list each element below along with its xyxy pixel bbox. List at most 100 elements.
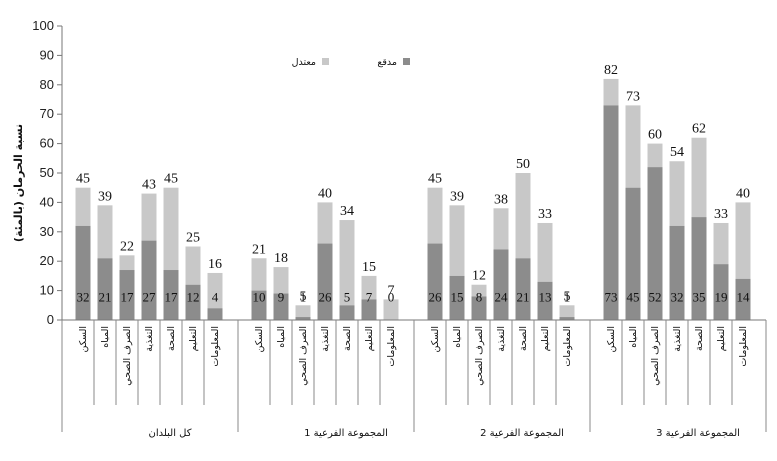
legend-swatch-moderate — [322, 58, 329, 65]
category-label: الصحة — [694, 326, 705, 351]
bar-severe — [185, 284, 201, 320]
data-label-severe: 9 — [278, 290, 285, 305]
category-label: الصرف الصحي — [122, 326, 133, 386]
bar-moderate — [493, 208, 509, 250]
bar-severe — [295, 317, 311, 320]
category-label: المياه — [452, 326, 463, 348]
y-tick-label: 40 — [40, 194, 54, 209]
data-label-severe: 24 — [495, 290, 509, 305]
data-label-severe: 7 — [366, 290, 373, 305]
data-label-total: 39 — [98, 189, 112, 204]
data-label-severe: 32 — [671, 290, 684, 305]
y-axis: 0 10 20 30 40 50 60 70 80 90 100 — [32, 18, 63, 327]
bar-moderate — [449, 205, 465, 276]
data-label-severe: 1 — [300, 290, 307, 305]
bar-moderate — [559, 305, 575, 318]
data-label-severe: 1 — [564, 290, 571, 305]
data-label-total: 60 — [648, 128, 662, 143]
data-label-severe: 4 — [212, 290, 219, 305]
group-label: المجموعة الفرعية 2 — [480, 428, 564, 439]
data-label-severe: 21 — [517, 290, 530, 305]
bar-moderate — [713, 222, 729, 265]
x-axis: السكن المياه الصرف الصحي التغذية الصحة التعلي… — [61, 319, 767, 439]
bar-severe — [207, 308, 223, 320]
data-label-severe: 14 — [737, 290, 751, 305]
y-tick-label: 70 — [40, 106, 54, 121]
category-label: التعليم — [716, 326, 727, 351]
bar-severe — [735, 278, 751, 320]
data-label-total: 82 — [604, 63, 618, 78]
bar-severe — [141, 240, 157, 320]
category-label: الصرف الصحي — [474, 326, 485, 386]
data-label-severe: 26 — [319, 290, 333, 305]
data-label-total: 33 — [714, 207, 728, 222]
bar-moderate — [735, 202, 751, 279]
data-label-total: 15 — [362, 260, 376, 275]
y-tick-label: 30 — [40, 224, 54, 239]
y-tick-label: 0 — [47, 312, 54, 327]
data-label-severe: 15 — [451, 290, 464, 305]
bar-severe — [361, 299, 377, 320]
data-label-total: 16 — [208, 257, 222, 272]
category-label: التغذية — [144, 326, 155, 352]
bar-moderate — [361, 275, 377, 300]
bar-severe — [427, 243, 443, 320]
y-tick-label: 90 — [40, 47, 54, 62]
bar-moderate — [625, 105, 641, 188]
data-label-severe: 52 — [649, 290, 662, 305]
bar-moderate — [383, 299, 399, 320]
data-label-total: 45 — [428, 172, 442, 187]
bar-severe — [251, 290, 267, 320]
data-label-total: 40 — [736, 186, 750, 201]
bar-severe — [97, 258, 113, 320]
category-label: المياه — [628, 326, 639, 348]
data-label-severe: 8 — [476, 290, 483, 305]
bar-severe — [273, 293, 289, 320]
data-label-severe: 0 — [388, 290, 395, 305]
data-label-severe: 35 — [693, 290, 706, 305]
bar-moderate — [647, 143, 663, 168]
bar-severe — [669, 225, 685, 320]
bar-severe — [449, 275, 465, 320]
bar-moderate — [603, 78, 619, 106]
data-label-severe: 12 — [187, 290, 200, 305]
y-tick-label: 100 — [32, 18, 54, 33]
category-label: المياه — [100, 326, 111, 348]
data-label-severe: 5 — [344, 290, 351, 305]
bar-severe — [515, 258, 531, 320]
data-label-severe: 32 — [77, 290, 90, 305]
bar-moderate — [163, 187, 179, 271]
data-label-total: 50 — [516, 157, 530, 172]
category-label: التعليم — [188, 326, 199, 351]
data-label-severe: 13 — [539, 290, 552, 305]
data-label-total: 18 — [274, 251, 288, 266]
bar-moderate — [471, 284, 487, 297]
data-label-total: 5 — [564, 289, 571, 304]
data-label-total: 34 — [340, 204, 354, 219]
data-label-severe: 73 — [605, 290, 618, 305]
data-label-total: 12 — [472, 269, 486, 284]
bar-moderate — [691, 137, 707, 218]
data-label-total: 45 — [164, 172, 178, 187]
bar-severe — [163, 270, 179, 320]
data-label-total: 45 — [76, 172, 90, 187]
legend-swatch-severe — [403, 58, 410, 65]
category-label: التعليم — [364, 326, 375, 351]
group-label: المجموعة الفرعية 1 — [304, 428, 388, 439]
bar-moderate — [119, 255, 135, 271]
data-label-severe: 26 — [429, 290, 443, 305]
bar-severe — [603, 105, 619, 320]
bar-moderate — [427, 187, 443, 244]
category-label: المعلومات — [562, 326, 573, 367]
bar-moderate — [251, 258, 267, 291]
bar-moderate — [207, 272, 223, 309]
data-label-severe: 17 — [165, 290, 179, 305]
bar-severe — [647, 167, 663, 320]
category-label: المعلومات — [738, 326, 749, 367]
data-label-total: 62 — [692, 122, 706, 137]
data-label-total: 40 — [318, 186, 332, 201]
data-label-total: 5 — [300, 289, 307, 304]
bar-moderate — [97, 205, 113, 259]
bar-moderate — [515, 173, 531, 259]
